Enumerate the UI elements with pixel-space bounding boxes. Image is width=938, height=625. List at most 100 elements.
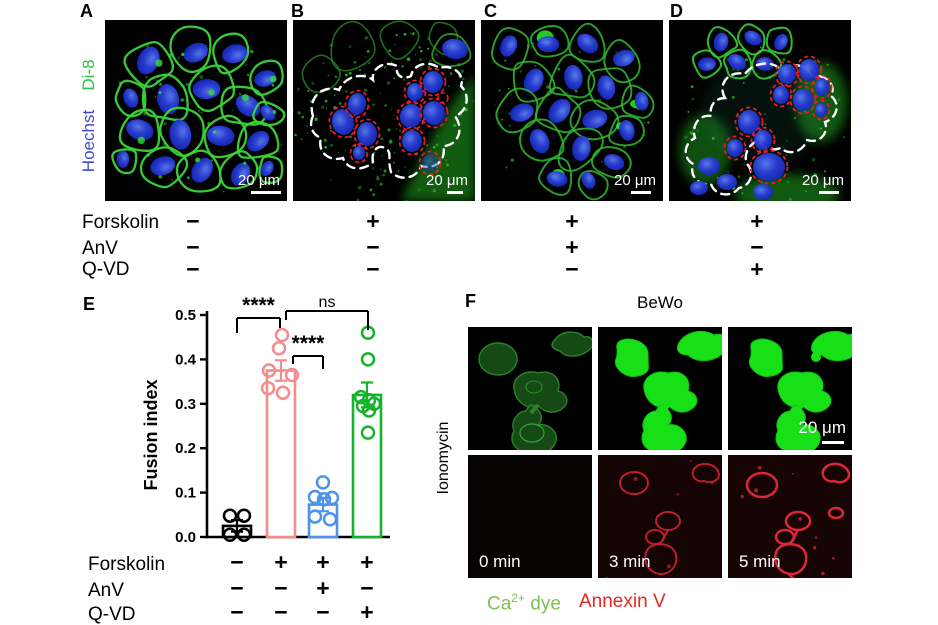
cell-membrane — [548, 53, 596, 99]
legend-ca-sup: 2+ — [511, 591, 525, 605]
data-point — [236, 508, 252, 523]
data-point — [360, 352, 376, 367]
panel-d-scalebar-text: 20 μm — [802, 172, 844, 189]
cond-top-sign: + — [565, 208, 579, 234]
y-tick-label: 0.0 — [175, 529, 196, 546]
cond-top-sign: + — [750, 256, 764, 282]
cell-nucleus — [523, 68, 544, 93]
cell-nucleus — [260, 160, 274, 177]
data-point — [324, 490, 340, 506]
panel-e-label: E — [83, 294, 96, 314]
cond-top-sign: + — [750, 208, 764, 234]
cell-membrane — [568, 22, 606, 63]
panel-f-green-0min-art — [478, 331, 592, 450]
cell-nucleus — [581, 171, 596, 189]
panel-f-title: BeWo — [637, 293, 683, 312]
cond-e-row-label: AnV — [88, 580, 124, 601]
panel-b-label: B — [291, 1, 304, 21]
cell-nucleus — [619, 120, 635, 141]
data-point — [322, 511, 338, 527]
cond-e-sign: − — [316, 599, 329, 625]
cell-nucleus — [634, 91, 649, 111]
panel-f-green-5min-art — [748, 330, 852, 450]
cell-nucleus — [423, 71, 443, 93]
apoptotic-nucleus-outline — [811, 74, 833, 100]
panel-f-green-3min — [598, 327, 722, 450]
panel-b-scalebar — [447, 191, 463, 194]
micrograph-panel-b: 20 μm — [293, 20, 475, 201]
panel-f-scalebar-text: 20 μm — [798, 418, 846, 437]
cell-nucleus — [422, 101, 446, 125]
sig-label: ns — [319, 295, 336, 311]
panel-c-scalebar-text: 20 μm — [614, 172, 656, 189]
time-label-5min: 5 min — [739, 552, 781, 571]
cell-membrane — [538, 157, 573, 196]
cell-nucleus — [191, 157, 213, 183]
panel-f-red-3min: 3 min — [598, 455, 722, 578]
cell-nucleus — [548, 98, 571, 123]
bar — [265, 369, 297, 539]
bar-group-Forskolin+Q-VD — [351, 325, 383, 539]
cond-e-sign: + — [274, 549, 287, 575]
data-point — [316, 492, 332, 507]
panel-f-red-0min: 0 min — [468, 455, 592, 578]
cell-membrane — [577, 170, 609, 201]
cell-nucleus — [399, 104, 423, 128]
cell-membrane — [175, 149, 222, 193]
cell-membrane — [529, 25, 570, 58]
panel-c-art — [491, 22, 655, 201]
cell-nucleus — [773, 86, 789, 104]
cell-nucleus — [613, 49, 635, 67]
time-label-3min: 3 min — [609, 552, 651, 571]
cell-nucleus — [713, 32, 729, 52]
panel-f-green-0min — [468, 327, 592, 450]
cell-membrane — [252, 100, 286, 127]
apoptotic-nucleus-outline — [418, 150, 442, 176]
cell-nucleus — [150, 156, 176, 176]
legend-ca-dye: Ca2+ dye — [487, 592, 561, 613]
cell-nucleus — [537, 36, 560, 53]
legend-ca-prefix: Ca — [487, 593, 512, 615]
cell-nucleus — [230, 162, 251, 186]
cell-nucleus — [422, 154, 438, 172]
error-bar — [275, 359, 287, 382]
cell-nucleus — [510, 103, 534, 122]
cond-e-sign: + — [316, 575, 329, 601]
cond-e-row-label: Q-VD — [88, 604, 136, 625]
cond-top-sign: − — [366, 256, 380, 282]
cond-top-qvd-label: Q-VD — [82, 259, 130, 280]
cell-nucleus — [353, 146, 365, 160]
cell-membrane — [141, 73, 189, 122]
cell-membrane — [512, 60, 556, 103]
data-point — [260, 381, 276, 396]
cell-membrane — [118, 108, 161, 152]
cond-top-sign: − — [186, 208, 200, 234]
apoptotic-nucleus-outline — [349, 142, 369, 164]
panel-f-green-5min: 20 μm — [728, 327, 852, 450]
cell-nucleus — [260, 105, 276, 121]
hoechst-stain-label: Hoechst — [79, 109, 98, 173]
cond-top-sign: − — [186, 256, 200, 282]
panel-a-label: A — [80, 1, 93, 21]
cell-nucleus — [123, 88, 139, 108]
panel-f-red-5min: 5 min — [728, 455, 852, 578]
cell-nucleus — [815, 78, 829, 96]
legend-annexin-v: Annexin V — [579, 591, 666, 612]
apoptotic-nucleus-outline — [750, 126, 776, 154]
cell-nucleus — [793, 89, 813, 111]
cond-e-sign: + — [360, 599, 373, 625]
panel-c-scalebar — [631, 191, 651, 194]
micrograph-panel-c: 20 μm — [481, 20, 663, 201]
time-label-0min: 0 min — [479, 552, 521, 571]
data-point — [361, 403, 377, 418]
cell-membrane — [258, 155, 284, 185]
cond-e-sign: − — [274, 599, 287, 625]
cell-nucleus — [116, 150, 130, 168]
cell-nucleus — [246, 130, 270, 152]
apoptotic-nucleus-outline — [723, 135, 747, 161]
cond-e-sign: + — [316, 549, 329, 575]
apoptotic-nucleus-outline — [774, 60, 800, 88]
cell-nucleus — [192, 79, 221, 100]
panel-a-art — [111, 25, 286, 193]
